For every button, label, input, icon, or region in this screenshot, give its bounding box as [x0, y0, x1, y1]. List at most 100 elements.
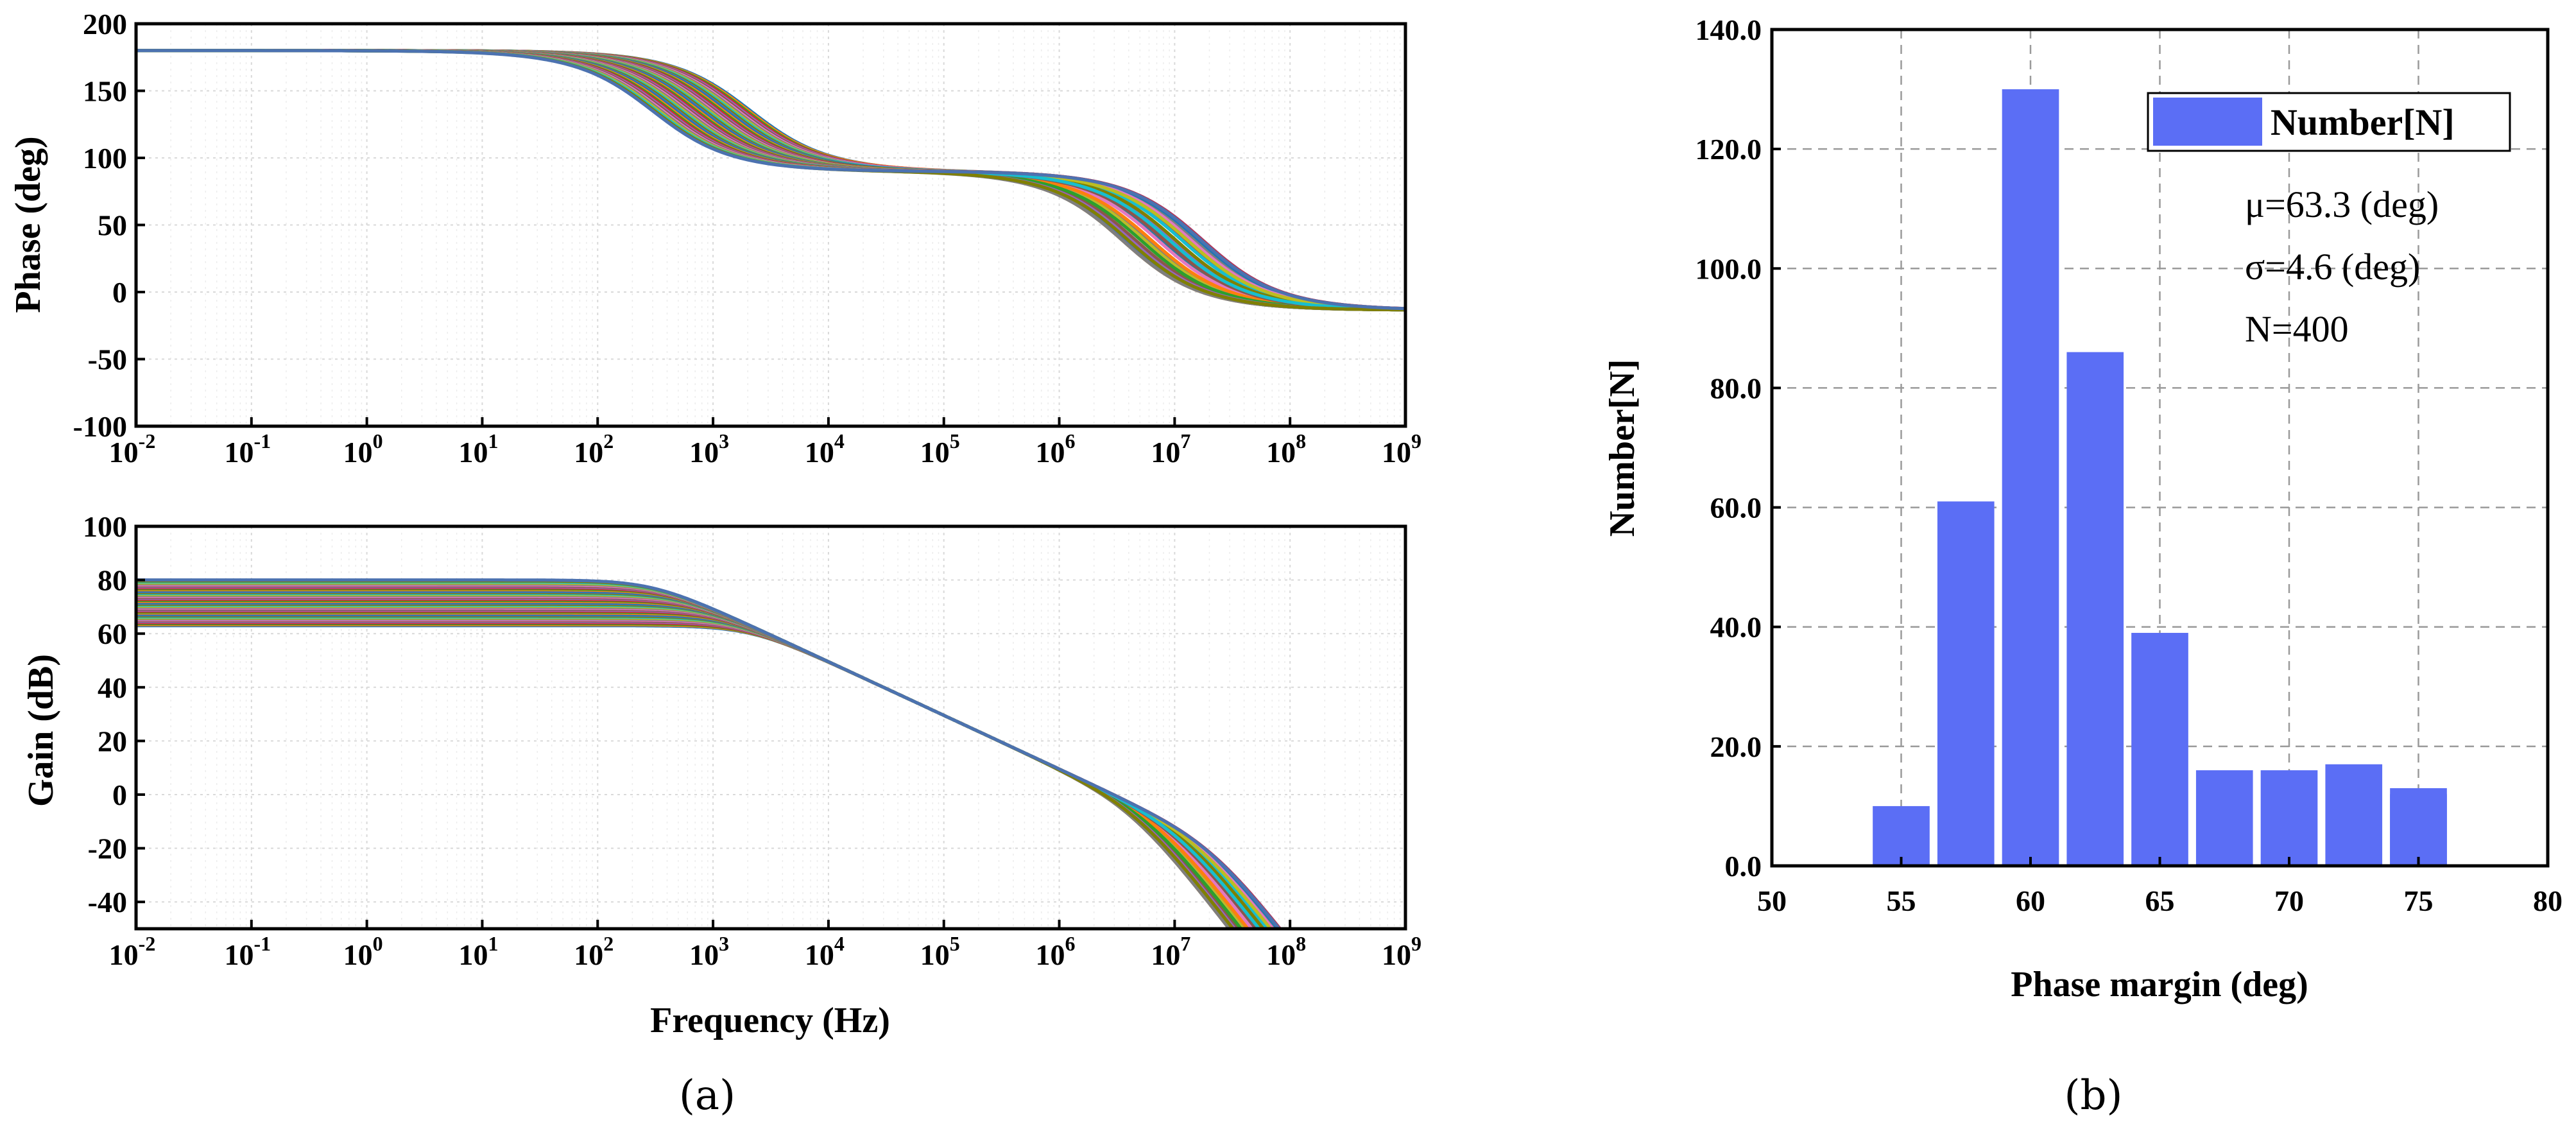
histogram-bar: [1937, 501, 1995, 866]
histogram-bar: [2002, 89, 2059, 866]
gain-series-line: [136, 606, 1244, 929]
histogram-x-ticks: 50 55 60 65 70 75 80: [1757, 857, 2563, 917]
y-tick-label: -40: [88, 886, 127, 918]
x-tick-label: 106: [1036, 429, 1076, 469]
gain-y-axis-label: Gain (dB): [21, 654, 61, 807]
gain-series-line: [136, 619, 1235, 929]
gain-series-line: [136, 594, 1254, 929]
gain-series-line: [136, 602, 1266, 929]
x-tick-label: 100: [343, 429, 383, 469]
caption-a: (a): [679, 1072, 735, 1119]
gain-series-line: [136, 581, 1273, 929]
gain-series-line: [136, 598, 1254, 929]
phase-y-axis-label: Phase (deg): [8, 136, 48, 313]
gain-series-line: [136, 590, 1266, 929]
gain-series-line: [136, 596, 1283, 929]
x-tick-label: 105: [920, 932, 960, 971]
gain-series-line: [136, 588, 1250, 929]
phase-series-line: [136, 49, 1405, 311]
gain-series-line: [136, 586, 1282, 929]
y-tick-label: 60: [98, 617, 127, 650]
y-tick-label: 150: [83, 75, 127, 108]
y-tick-label: 0.0: [1725, 850, 1762, 883]
gain-series-line: [136, 596, 1240, 929]
gain-series-line: [136, 584, 1258, 929]
y-tick-label: 80.0: [1710, 372, 1762, 404]
x-tick-label: 10-1: [224, 429, 271, 469]
phase-plot: 200 150 100 50 0 -50 -100 10-2 10-1 100 101 102 103…: [8, 8, 1421, 469]
histogram-plot: 0.0 20.0 40.0 60.0 80.0 100.0 120.0 140.0 50 55 6…: [1602, 13, 2563, 1004]
x-tick-label: 109: [1382, 429, 1421, 469]
gain-series-line: [136, 605, 1250, 929]
gain-series-line: [136, 618, 1281, 929]
x-tick-label: 60: [2016, 884, 2045, 917]
x-tick-label: 100: [343, 932, 383, 971]
gain-series-line: [136, 617, 1248, 929]
annotation-std: σ=4.6 (deg): [2245, 246, 2420, 288]
gain-series-line: [136, 608, 1237, 929]
x-tick-label: 109: [1382, 932, 1421, 971]
gain-series-line: [136, 585, 1237, 929]
gain-plot: 100 80 60 40 20 0 -20 -40 10-2 10-1 100 101 102 103 1…: [21, 510, 1421, 1040]
y-tick-label: 100.0: [1696, 252, 1762, 285]
y-tick-label: 80: [98, 564, 127, 597]
gain-series-line: [136, 613, 1262, 929]
x-tick-label: 50: [1757, 884, 1787, 917]
x-tick-label: 10-2: [109, 932, 156, 971]
x-tick-label: 55: [1887, 884, 1916, 917]
histogram-y-ticks: 0.0 20.0 40.0 60.0 80.0 100.0 120.0 140.0: [1696, 13, 1781, 883]
gain-series-line: [136, 590, 1233, 929]
y-tick-label: 50: [98, 209, 127, 242]
x-tick-label: 10-2: [109, 429, 156, 469]
y-tick-label: 100: [83, 142, 127, 175]
y-tick-label: 0: [112, 779, 127, 811]
gain-series-line: [136, 578, 1282, 929]
caption-b: (b): [2065, 1072, 2123, 1119]
gain-series-line: [136, 589, 1280, 929]
y-tick-label: -20: [88, 832, 127, 865]
gain-series-line: [136, 615, 1282, 929]
histogram-bar: [2066, 352, 2124, 866]
histogram-x-axis-label: Phase margin (deg): [2011, 965, 2308, 1004]
gain-series-line: [136, 587, 1244, 929]
y-tick-label: 60.0: [1710, 492, 1762, 524]
gain-series-line: [136, 610, 1275, 929]
histogram-bar: [2325, 764, 2383, 866]
gain-series-line: [136, 580, 1262, 929]
gain-series-line: [136, 601, 1269, 929]
gain-series-line: [136, 614, 1235, 929]
gain-series-line: [136, 582, 1232, 929]
gain-series-line: [136, 603, 1233, 929]
x-tick-label: 108: [1266, 429, 1306, 469]
annotation-mean: μ=63.3 (deg): [2245, 184, 2439, 225]
x-tick-label: 101: [458, 932, 498, 971]
frequency-x-axis-label: Frequency (Hz): [650, 1001, 890, 1040]
x-tick-label: 10-1: [224, 932, 271, 971]
phase-series-line: [136, 49, 1405, 311]
gain-series-line: [136, 609, 1258, 929]
gain-curves: [136, 578, 1283, 929]
gain-series-line: [136, 611, 1232, 929]
y-tick-label: 20.0: [1710, 730, 1762, 763]
x-tick-label: 101: [458, 429, 498, 469]
x-tick-label: 102: [574, 429, 614, 469]
gain-series-line: [136, 592, 1269, 929]
y-tick-label: -50: [88, 343, 127, 376]
y-tick-label: 20: [98, 725, 127, 757]
phase-x-ticks: 10-2 10-1 100 101 102 103 104 105 106 107 108 109: [109, 417, 1421, 469]
gain-series-line: [136, 612, 1273, 929]
gain-series-line: [136, 620, 1263, 929]
x-tick-label: 102: [574, 932, 614, 971]
x-tick-label: 104: [805, 429, 845, 469]
x-tick-label: 106: [1036, 932, 1076, 971]
legend-label: Number[N]: [2271, 101, 2455, 143]
histogram-bar: [2390, 794, 2447, 866]
gain-series-line: [136, 607, 1282, 929]
x-tick-label: 107: [1151, 429, 1190, 469]
histogram-bar: [1873, 806, 1930, 866]
x-tick-label: 70: [2274, 884, 2304, 917]
gain-series-line: [136, 600, 1232, 929]
y-tick-label: 40: [98, 671, 127, 704]
x-tick-label: 80: [2533, 884, 2563, 917]
